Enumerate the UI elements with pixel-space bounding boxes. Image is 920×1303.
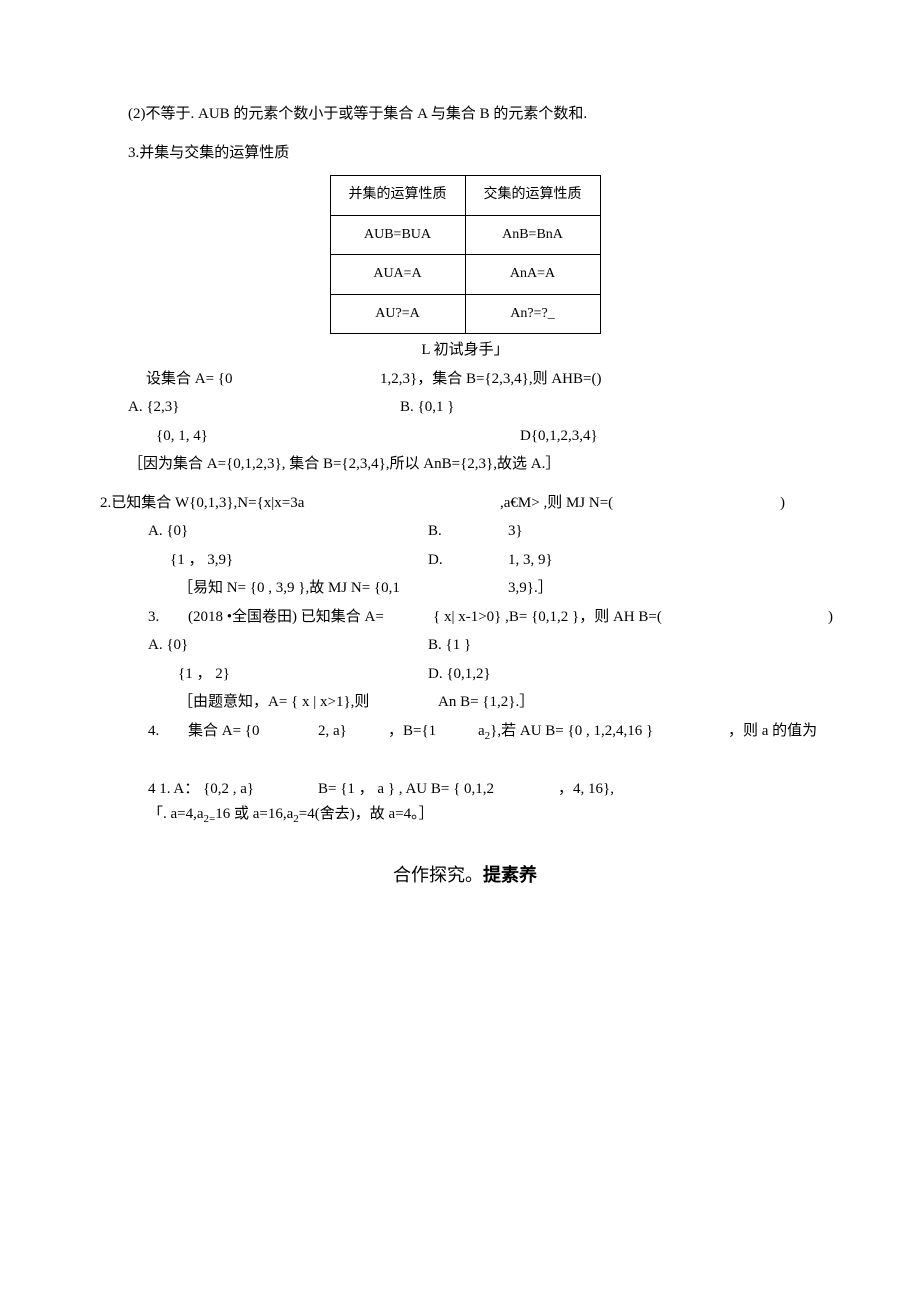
q4-number: 4.: [148, 717, 188, 747]
q1-stem-right: 1,2,3}，集合 B={2,3,4},则 AHB=(): [380, 365, 601, 394]
q3-stem-left: (2018 •全国卷田) 已知集合 A=: [188, 603, 433, 632]
q1-option-a: A. {2,3}: [100, 393, 400, 422]
q4-answer1b: B= {1 ， a } , AU B= { 0,1,2: [318, 775, 558, 804]
section-heading: 合作探究。提素养: [100, 858, 830, 892]
q3-stem-right: ): [828, 603, 833, 632]
q2-stem-right: ): [780, 489, 785, 518]
q2-option-c: {1 ， 3,9}: [170, 546, 428, 575]
q2-option-d-value: 1, 3, 9}: [508, 546, 553, 575]
properties-table: 并集的运算性质 交集的运算性质 AUB=BUA AnB=BnA AUA=A An…: [330, 175, 601, 334]
heading-part2: 提素养: [483, 865, 537, 885]
q3-option-a: A. {0}: [148, 631, 428, 660]
q1-option-b: B. {0,1 }: [400, 393, 454, 422]
table-cell: AUB=BUA: [330, 215, 465, 255]
q1-option-c: {0, 1, 4}: [100, 422, 520, 451]
paragraph-answer-2: (2)不等于. AUB 的元素个数小于或等于集合 A 与集合 B 的元素个数和.: [100, 100, 830, 129]
q4-part5: ，则 a 的值为: [728, 717, 817, 747]
q2-stem-mid: ,a€M> ,则 MJ N=(: [500, 489, 780, 518]
q4-part3: ，B={1: [388, 717, 478, 747]
q2-stem-left: 2.已知集合 W{0,1,3},N={x|x=3a: [100, 489, 500, 518]
q4-part4: a2},若 AU B= {0 , 1,2,4,16 }: [478, 717, 728, 747]
q3-answer-left: ［由题意知，A= { x | x>1},则: [178, 688, 438, 717]
q2-option-a: A. {0}: [148, 517, 428, 546]
q4-part2: 2, a}: [318, 717, 388, 747]
q2-answer-left: ［易知 N= {0 , 3,9 },故 MJ N= {0,1: [178, 574, 508, 603]
q1-answer: ［因为集合 A={0,1,2,3}, 集合 B={2,3,4},所以 AnB={…: [100, 450, 830, 479]
table-header-intersection: 交集的运算性质: [465, 176, 600, 216]
table-cell: AU?=A: [330, 294, 465, 334]
q3-option-c: {1 ， 2}: [178, 660, 428, 689]
q2-option-b-value: 3}: [508, 517, 523, 546]
q4-ans2b: 16 或 a=16,a: [215, 806, 293, 822]
q2-option-d-label: D.: [428, 546, 508, 575]
table-cell: An?=?_: [465, 294, 600, 334]
try-heading: L 初试身手」: [100, 336, 830, 365]
q4-answer2: 「. a=4,a2=16 或 a=16,a2=4(舍去)，故 a=4。］: [100, 803, 830, 828]
q4-ans2a: 「. a=4,a: [148, 806, 204, 822]
table-cell: AnA=A: [465, 255, 600, 295]
q3-answer-right: An B= {1,2}.］: [438, 688, 534, 717]
q2-option-b-label: B.: [428, 517, 508, 546]
q2-answer-right: 3,9}.］: [508, 574, 553, 603]
q1-stem-left: 设集合 A= {0: [100, 365, 380, 394]
q3-stem-mid: { x| x-1>0} ,B= {0,1,2 }，则 AH B=(: [433, 603, 828, 632]
q3-option-d: D. {0,1,2}: [428, 660, 491, 689]
table-cell: AUA=A: [330, 255, 465, 295]
table-header-union: 并集的运算性质: [330, 176, 465, 216]
q4-answer1a: 4 1. A： {0,2 , a}: [148, 775, 318, 804]
q4-ans2c: =4(舍去)，故 a=4。］: [299, 806, 434, 822]
q4-ans2-sub1: 2=: [204, 813, 216, 825]
q1-option-d: D{0,1,2,3,4}: [520, 422, 598, 451]
heading-part1: 合作探究。: [393, 865, 483, 885]
q4-part4-post: },若 AU B= {0 , 1,2,4,16 }: [490, 723, 653, 739]
table-cell: AnB=BnA: [465, 215, 600, 255]
paragraph-section-3: 3.并集与交集的运算性质: [100, 139, 830, 168]
q3-number: 3.: [148, 603, 188, 632]
q3-option-b: B. {1 }: [428, 631, 471, 660]
q4-part4-pre: a: [478, 723, 485, 739]
q4-part1: 集合 A= {0: [188, 717, 318, 747]
q4-answer1c: ，4, 16},: [558, 775, 614, 804]
